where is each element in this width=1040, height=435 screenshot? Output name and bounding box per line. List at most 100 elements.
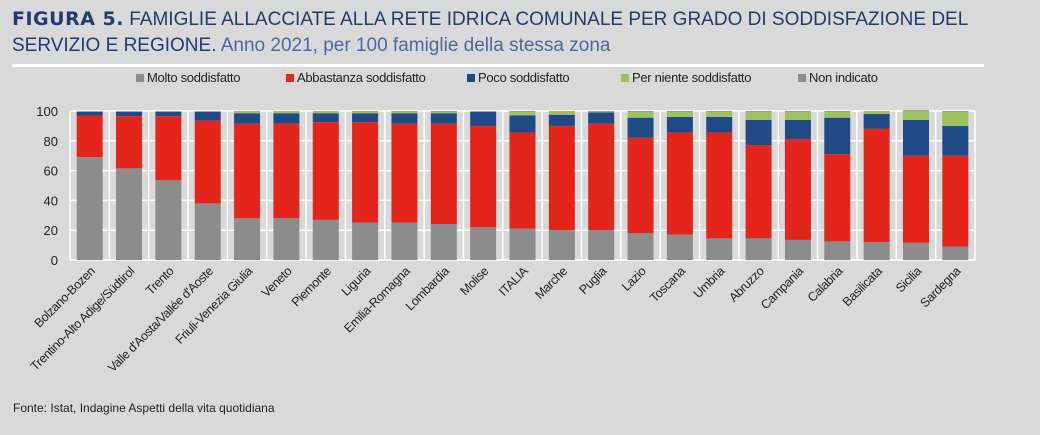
x-tick-label: Liguria xyxy=(339,264,374,299)
bar-segment-per_niente xyxy=(784,111,811,120)
y-tick-label: 0 xyxy=(51,253,58,268)
bar-segment-abbastanza xyxy=(706,132,733,239)
x-tick-label: Campania xyxy=(758,264,806,312)
x-tick-label: Basilicata xyxy=(840,264,885,309)
bar-segment-per_niente xyxy=(666,111,693,117)
bar-segment-molto xyxy=(942,246,969,260)
bar-segment-abbastanza xyxy=(942,155,969,247)
bar-segment-poco xyxy=(116,111,143,117)
x-tick-label: Friuli-Venezia Giulia xyxy=(173,264,256,347)
y-tick-label: 60 xyxy=(44,164,58,179)
bar-segment-per_niente xyxy=(706,111,733,117)
bar-segment-abbastanza xyxy=(352,122,379,223)
bar-segment-poco xyxy=(430,113,457,124)
bar-segment-poco xyxy=(312,113,339,123)
legend-swatch-molto xyxy=(136,73,144,82)
legend-label: Molto soddisfatto xyxy=(147,70,241,85)
bar-segment-molto xyxy=(784,239,811,260)
bar-segment-abbastanza xyxy=(312,122,339,220)
bar-segment-per_niente xyxy=(234,111,261,114)
legend-swatch-per-niente xyxy=(621,73,629,82)
title-line-2: SERVIZIO E REGIONE. Anno 2021, per 100 f… xyxy=(12,33,1012,59)
x-tick-label: Lazio xyxy=(619,264,649,294)
bar-segment-per_niente xyxy=(430,111,457,114)
title-text-2: SERVIZIO E REGIONE. xyxy=(12,35,217,56)
x-tick-label: Veneto xyxy=(259,264,295,300)
legend-item-poco: Poco soddisfatto xyxy=(467,70,570,85)
bar-segment-per_niente xyxy=(588,111,615,113)
bar-segment-per_niente xyxy=(942,111,969,126)
legend-item-non-indicato: Non indicato xyxy=(798,70,878,85)
y-tick-label: 80 xyxy=(44,134,58,149)
bar-segment-abbastanza xyxy=(509,132,536,229)
bar-segment-molto xyxy=(706,238,733,260)
bar-segment-non_indicato xyxy=(430,111,457,112)
bar-segment-non_indicato xyxy=(942,111,969,112)
bar-segment-abbastanza xyxy=(745,145,772,239)
bar-segment-poco xyxy=(902,119,929,156)
y-tick-label: 40 xyxy=(44,193,58,208)
bar-segment-poco xyxy=(234,113,261,124)
bar-segment-abbastanza xyxy=(116,116,143,169)
legend-swatch-abbastanza xyxy=(286,73,294,82)
legend-swatch-poco xyxy=(467,73,475,82)
bar-segment-molto xyxy=(824,241,851,260)
x-tick-label: Piemonte xyxy=(289,264,334,309)
bar-segment-non_indicato xyxy=(902,110,929,111)
bar-segment-non_indicato xyxy=(745,111,772,112)
bar-segment-per_niente xyxy=(352,111,379,114)
bar-segment-per_niente xyxy=(509,111,536,116)
bar-segment-abbastanza xyxy=(588,123,615,231)
bar-segment-molto xyxy=(352,222,379,260)
bar-segment-poco xyxy=(273,113,300,124)
bar-segment-per_niente xyxy=(273,111,300,114)
bar-segment-abbastanza xyxy=(76,115,103,158)
x-tick-label: Lombardia xyxy=(403,264,452,313)
bar-segment-abbastanza xyxy=(548,125,575,231)
legend-item-molto: Molto soddisfatto xyxy=(136,70,240,85)
bar-segment-abbastanza xyxy=(234,123,261,219)
bar-segment-non_indicato xyxy=(666,111,693,112)
bar-segment-poco xyxy=(509,115,536,133)
bar-segment-abbastanza xyxy=(470,125,497,228)
bar-segment-molto xyxy=(194,203,221,260)
bar-segment-abbastanza xyxy=(391,123,418,223)
bar-segment-molto xyxy=(627,233,654,260)
bar-segment-poco xyxy=(942,125,969,156)
chart-title: FIGURA 5. FAMIGLIE ALLACCIATE ALLA RETE … xyxy=(12,6,1012,59)
bar-segment-poco xyxy=(194,111,221,121)
bar-segment-poco xyxy=(352,113,379,123)
bar-segment-abbastanza xyxy=(155,116,182,181)
bar-segment-poco xyxy=(627,117,654,138)
bar-segment-per_niente xyxy=(745,111,772,120)
bar-segment-poco xyxy=(784,119,811,140)
bar-segment-non_indicato xyxy=(509,111,536,112)
y-tick-label: 20 xyxy=(44,223,58,238)
bar-segment-molto xyxy=(76,157,103,260)
bar-segment-molto xyxy=(234,218,261,260)
bar-segment-abbastanza xyxy=(194,120,221,204)
legend-label: Non indicato xyxy=(809,70,878,85)
bar-segment-poco xyxy=(76,111,103,116)
bar-segment-per_niente xyxy=(627,111,654,118)
bar-segment-abbastanza xyxy=(784,139,811,240)
legend-label: Poco soddisfatto xyxy=(478,70,570,85)
bar-segment-per_niente xyxy=(902,111,929,120)
bar-segment-poco xyxy=(745,119,772,146)
bar-segment-non_indicato xyxy=(784,111,811,112)
bar-segment-molto xyxy=(902,242,929,260)
bar-segment-per_niente xyxy=(391,111,418,114)
legend-item-abbastanza: Abbastanza soddisfatto xyxy=(286,70,426,85)
title-line-1: FIGURA 5. FAMIGLIE ALLACCIATE ALLA RETE … xyxy=(12,6,1012,33)
bar-segment-molto xyxy=(588,230,615,260)
bar-segment-molto xyxy=(509,228,536,260)
bar-segment-abbastanza xyxy=(863,128,890,243)
bar-segment-abbastanza xyxy=(902,155,929,243)
title-divider xyxy=(12,64,984,67)
bar-segment-molto xyxy=(863,242,890,260)
bar-segment-poco xyxy=(863,113,890,129)
title-text: FAMIGLIE ALLACCIATE ALLA RETE IDRICA COM… xyxy=(129,9,969,30)
bar-segment-poco xyxy=(391,113,418,124)
bar-segment-poco xyxy=(155,111,182,117)
